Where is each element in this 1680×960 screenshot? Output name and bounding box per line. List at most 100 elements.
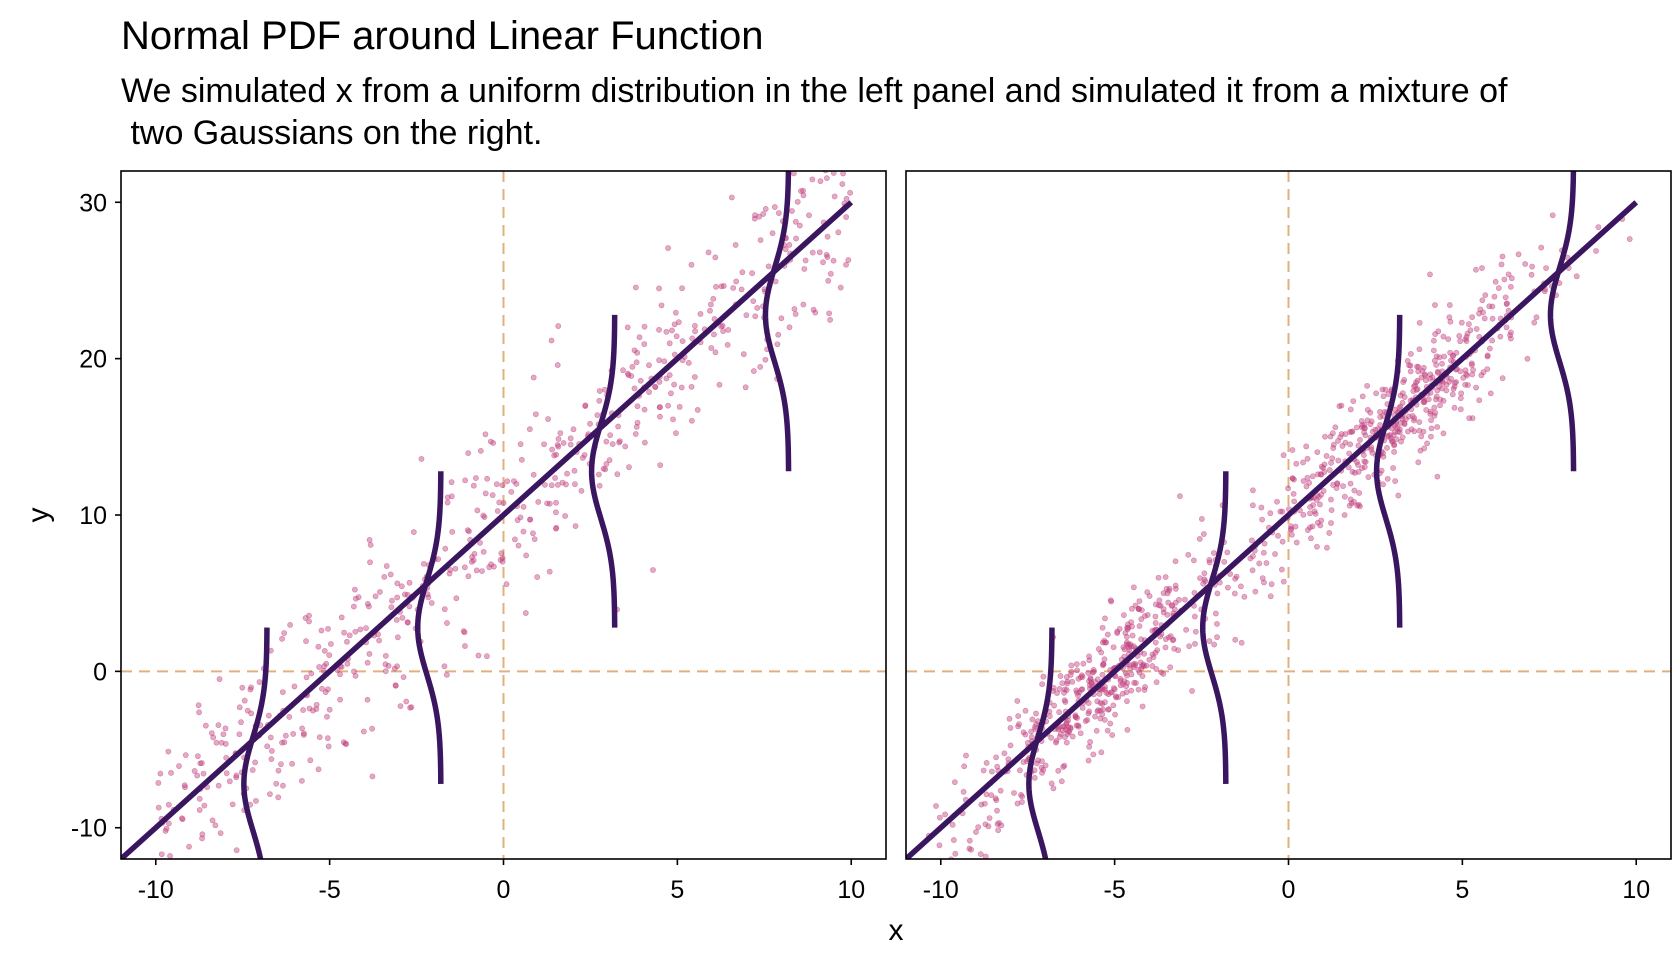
data-point xyxy=(1524,355,1531,362)
data-point xyxy=(466,528,472,535)
data-point xyxy=(656,326,662,333)
data-point xyxy=(482,490,489,497)
data-point xyxy=(548,482,555,489)
data-point xyxy=(712,254,719,261)
data-point xyxy=(195,859,200,864)
data-point xyxy=(1353,424,1360,431)
data-point xyxy=(1469,361,1475,368)
data-point xyxy=(826,310,833,317)
data-point xyxy=(1433,362,1440,368)
data-point xyxy=(679,285,685,292)
data-point xyxy=(1259,516,1266,523)
data-point xyxy=(564,470,570,477)
data-point xyxy=(752,313,759,320)
data-point xyxy=(470,482,477,489)
data-point xyxy=(215,782,222,789)
data-point xyxy=(1456,333,1463,339)
data-point xyxy=(754,305,761,311)
x-tick-label: -5 xyxy=(1104,876,1126,904)
data-point xyxy=(798,188,804,195)
data-point xyxy=(679,357,686,364)
data-point xyxy=(562,513,569,519)
data-point xyxy=(1200,580,1207,587)
data-point xyxy=(749,270,755,277)
data-point xyxy=(705,249,712,256)
data-point xyxy=(382,661,389,668)
data-point xyxy=(1399,390,1406,397)
data-point xyxy=(707,307,713,314)
data-point xyxy=(1469,371,1476,378)
data-point xyxy=(1458,319,1465,326)
data-point xyxy=(995,827,1002,834)
data-point xyxy=(1124,726,1131,733)
data-point xyxy=(1172,558,1179,565)
pdf-curve xyxy=(1547,171,1577,472)
data-point xyxy=(233,847,240,854)
data-point xyxy=(835,229,842,236)
data-point xyxy=(328,641,334,647)
data-point xyxy=(1330,441,1337,448)
data-point xyxy=(241,697,248,704)
data-point xyxy=(1384,475,1391,482)
data-point xyxy=(165,801,172,808)
data-point xyxy=(673,430,679,437)
data-point xyxy=(1142,684,1148,690)
data-point xyxy=(1337,434,1344,440)
data-point xyxy=(656,379,663,385)
data-point xyxy=(343,741,350,748)
data-point xyxy=(1261,579,1267,586)
y-tick-label: 30 xyxy=(79,189,107,217)
data-point xyxy=(249,767,256,773)
data-point xyxy=(596,482,603,489)
data-point xyxy=(1069,678,1076,685)
data-point xyxy=(782,246,789,253)
data-point xyxy=(1132,680,1139,686)
data-point xyxy=(1256,560,1263,567)
data-point xyxy=(1046,713,1053,720)
data-point xyxy=(650,567,656,573)
data-point xyxy=(774,341,781,348)
data-point xyxy=(567,441,574,448)
data-point xyxy=(1231,590,1238,597)
data-point xyxy=(1119,690,1126,697)
data-point xyxy=(594,412,601,419)
data-point xyxy=(1031,774,1038,781)
data-point xyxy=(499,555,506,562)
data-point xyxy=(671,351,678,358)
data-point xyxy=(1364,407,1371,413)
data-point xyxy=(1501,276,1508,283)
data-point xyxy=(771,204,778,210)
data-point xyxy=(369,773,376,780)
data-point xyxy=(282,732,289,739)
data-point xyxy=(981,800,988,807)
data-point xyxy=(253,797,259,804)
data-point xyxy=(291,683,298,690)
data-point xyxy=(1141,663,1147,670)
data-point xyxy=(1107,597,1114,604)
data-point xyxy=(316,664,323,670)
data-point xyxy=(218,739,225,746)
data-point xyxy=(952,850,959,857)
data-point xyxy=(725,327,732,333)
data-point xyxy=(233,774,240,781)
data-point xyxy=(632,284,639,291)
data-point xyxy=(1407,368,1414,375)
data-point xyxy=(732,242,739,248)
data-point xyxy=(1364,382,1371,389)
data-point xyxy=(400,674,407,681)
data-point xyxy=(1328,520,1334,526)
data-point xyxy=(672,309,679,316)
data-point xyxy=(1409,413,1416,419)
data-point xyxy=(1196,536,1203,542)
data-point xyxy=(1155,574,1162,581)
data-point xyxy=(338,614,345,621)
data-point xyxy=(1065,728,1072,734)
data-point xyxy=(1446,302,1453,308)
data-point xyxy=(252,759,259,766)
data-point xyxy=(1427,371,1434,378)
data-point xyxy=(493,481,500,488)
data-point xyxy=(1099,711,1106,718)
data-point xyxy=(1446,314,1453,321)
data-point xyxy=(952,867,957,872)
data-point xyxy=(1064,680,1070,687)
